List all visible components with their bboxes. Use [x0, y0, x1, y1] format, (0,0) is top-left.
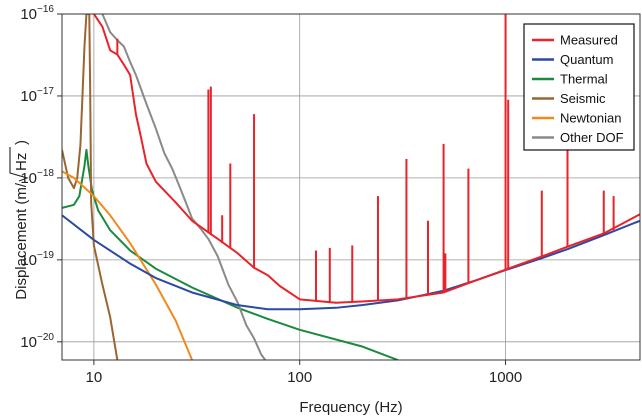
- y-axis-label-suffix: ): [13, 140, 30, 145]
- other-dof-series: [101, 14, 267, 360]
- sqrt-symbol: [9, 147, 29, 182]
- plot-frame: [61, 13, 641, 361]
- tick-labels: 10 100 1000 10−20 10−19 10−18 10−17 10−16: [20, 4, 522, 386]
- y-tick-label: 10−20: [20, 332, 54, 351]
- legend-label: Thermal: [560, 72, 608, 87]
- x-axis-label: Frequency (Hz): [299, 399, 402, 416]
- y-axis-label-radicand: Hz: [13, 153, 30, 171]
- y-tick-label: 10−17: [20, 86, 54, 105]
- x-tick-label: 1000: [489, 369, 522, 386]
- legend-label: Quantum: [560, 52, 613, 67]
- thermal-series: [62, 148, 399, 360]
- legend-label: Seismic: [560, 91, 606, 106]
- legend-label: Measured: [560, 33, 618, 48]
- series-layer: [62, 14, 640, 360]
- seismic-series: [62, 14, 119, 360]
- x-tick-label: 100: [287, 369, 312, 386]
- quantum-series: [62, 214, 640, 311]
- newtonian-series: [62, 170, 194, 360]
- y-tick-label: 10−16: [20, 4, 54, 23]
- y-axis-label: Displacement (m/ Hz ): [9, 140, 30, 300]
- legend-box: [523, 23, 635, 151]
- legend: Measured Quantum Thermal Seismic Newtonian Ot…: [523, 23, 635, 151]
- legend-label: Newtonian: [560, 111, 621, 126]
- y-axis-label-prefix: Displacement (m/: [13, 182, 30, 300]
- y-tick-label: 10−18: [20, 168, 54, 187]
- measured-series: [93, 14, 640, 304]
- x-tick-label: 10: [86, 369, 103, 386]
- y-tick-label: 10−19: [20, 250, 54, 269]
- legend-label: Other DOF: [560, 130, 624, 145]
